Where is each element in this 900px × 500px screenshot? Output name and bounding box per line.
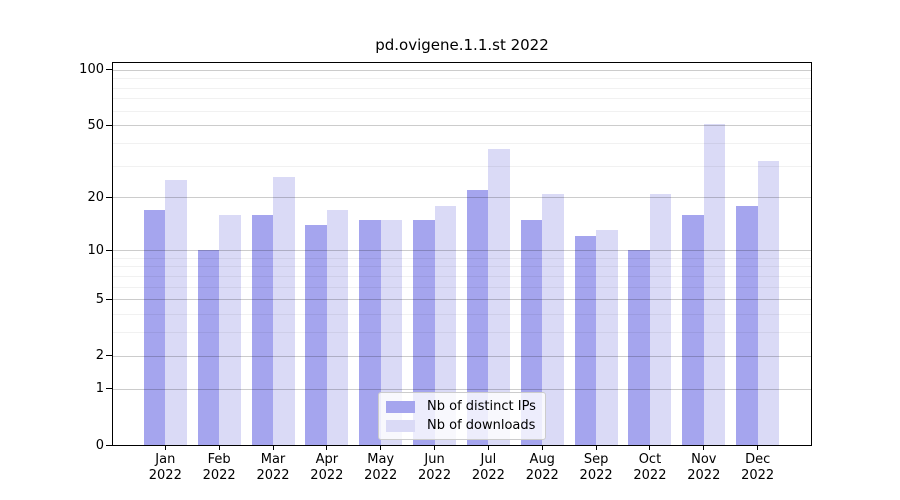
- bar: [359, 219, 381, 445]
- y-tick-mark: [106, 355, 112, 357]
- y-tick-mark: [106, 298, 112, 300]
- bar: [520, 219, 543, 445]
- bar: [596, 230, 618, 445]
- x-tick-label: Jan 2022: [148, 452, 182, 483]
- gridline: [113, 143, 811, 145]
- gridline: [113, 125, 811, 127]
- x-tick-label: Mar 2022: [256, 452, 290, 483]
- bar: [273, 177, 295, 445]
- chart-title: pd.ovigene.1.1.st 2022: [375, 36, 549, 54]
- x-tick-mark: [595, 445, 597, 450]
- legend-label-distinct-ips: Nb of distinct IPs: [427, 399, 536, 414]
- x-tick-label: Nov 2022: [687, 452, 721, 483]
- x-tick-mark: [649, 445, 651, 450]
- bar: [466, 190, 489, 445]
- y-tick-mark: [106, 388, 112, 390]
- gridline: [113, 388, 811, 390]
- x-tick-mark: [380, 445, 382, 450]
- x-tick-label: Oct 2022: [633, 452, 667, 483]
- bar: [251, 214, 273, 445]
- bar: [703, 123, 726, 445]
- bar: [757, 160, 780, 445]
- x-tick-mark: [434, 445, 436, 450]
- gridline: [113, 286, 811, 288]
- y-tick-mark: [106, 124, 112, 126]
- bar: [413, 219, 435, 445]
- gridline: [113, 69, 811, 71]
- y-tick-label: 1: [95, 381, 104, 397]
- legend-item-distinct-ips: Nb of distinct IPs: [379, 397, 545, 416]
- legend: Nb of distinct IPs Nb of downloads: [378, 392, 546, 440]
- y-tick-label: 0: [95, 437, 104, 453]
- bar: [305, 224, 327, 445]
- legend-swatch-distinct-ips: [386, 400, 415, 413]
- grid-layer: [113, 63, 811, 445]
- gridline: [113, 355, 811, 357]
- x-tick-mark: [757, 445, 759, 450]
- y-tick-mark: [106, 249, 112, 251]
- gridline: [113, 275, 811, 277]
- bars-layer: [113, 63, 811, 445]
- gridline: [113, 332, 811, 334]
- x-tick-mark: [272, 445, 274, 450]
- gridline: [113, 165, 811, 167]
- gridline: [113, 197, 811, 199]
- bar: [219, 214, 241, 445]
- legend-swatch-downloads: [386, 419, 415, 432]
- x-tick-mark: [703, 445, 705, 450]
- bar: [736, 205, 758, 445]
- x-tick-label: May 2022: [364, 452, 398, 483]
- legend-label-downloads: Nb of downloads: [427, 418, 536, 433]
- bar: [434, 205, 457, 445]
- x-tick-mark: [541, 445, 543, 450]
- gridline: [113, 98, 811, 100]
- bar: [488, 149, 510, 445]
- x-tick-label: Jun 2022: [418, 452, 452, 483]
- gridline: [113, 299, 811, 301]
- bar: [682, 214, 704, 445]
- y-tick-label: 100: [79, 62, 104, 78]
- gridline: [113, 266, 811, 268]
- gridline: [113, 110, 811, 112]
- y-tick-mark: [106, 69, 112, 71]
- x-tick-label: Sep 2022: [579, 452, 613, 483]
- x-tick-label: Apr 2022: [310, 452, 344, 483]
- bar: [649, 193, 672, 445]
- y-tick-label: 20: [87, 189, 104, 205]
- gridline: [113, 78, 811, 80]
- bar: [197, 250, 220, 445]
- gridline: [113, 87, 811, 89]
- x-tick-label: Jul 2022: [471, 452, 505, 483]
- x-tick-mark: [487, 445, 489, 450]
- bar: [574, 236, 597, 445]
- y-tick-label: 5: [95, 291, 104, 307]
- bar: [326, 210, 349, 445]
- bar: [143, 210, 166, 445]
- gridline: [113, 250, 811, 252]
- gridline: [113, 257, 811, 259]
- y-tick-label: 10: [87, 242, 104, 258]
- bar: [380, 219, 403, 445]
- plot-area: [112, 62, 812, 446]
- x-tick-mark: [218, 445, 220, 450]
- x-tick-label: Aug 2022: [525, 452, 559, 483]
- gridline: [113, 314, 811, 316]
- y-tick-label: 50: [87, 117, 104, 133]
- y-tick-label: 2: [95, 348, 104, 364]
- y-tick-mark: [106, 196, 112, 198]
- legend-item-downloads: Nb of downloads: [379, 416, 545, 435]
- x-tick-label: Dec 2022: [741, 452, 775, 483]
- bar: [628, 250, 650, 445]
- x-tick-mark: [164, 445, 166, 450]
- x-tick-mark: [326, 445, 328, 450]
- bar: [542, 193, 564, 445]
- y-tick-mark: [106, 444, 112, 446]
- x-tick-label: Feb 2022: [202, 452, 236, 483]
- bar: [165, 180, 187, 445]
